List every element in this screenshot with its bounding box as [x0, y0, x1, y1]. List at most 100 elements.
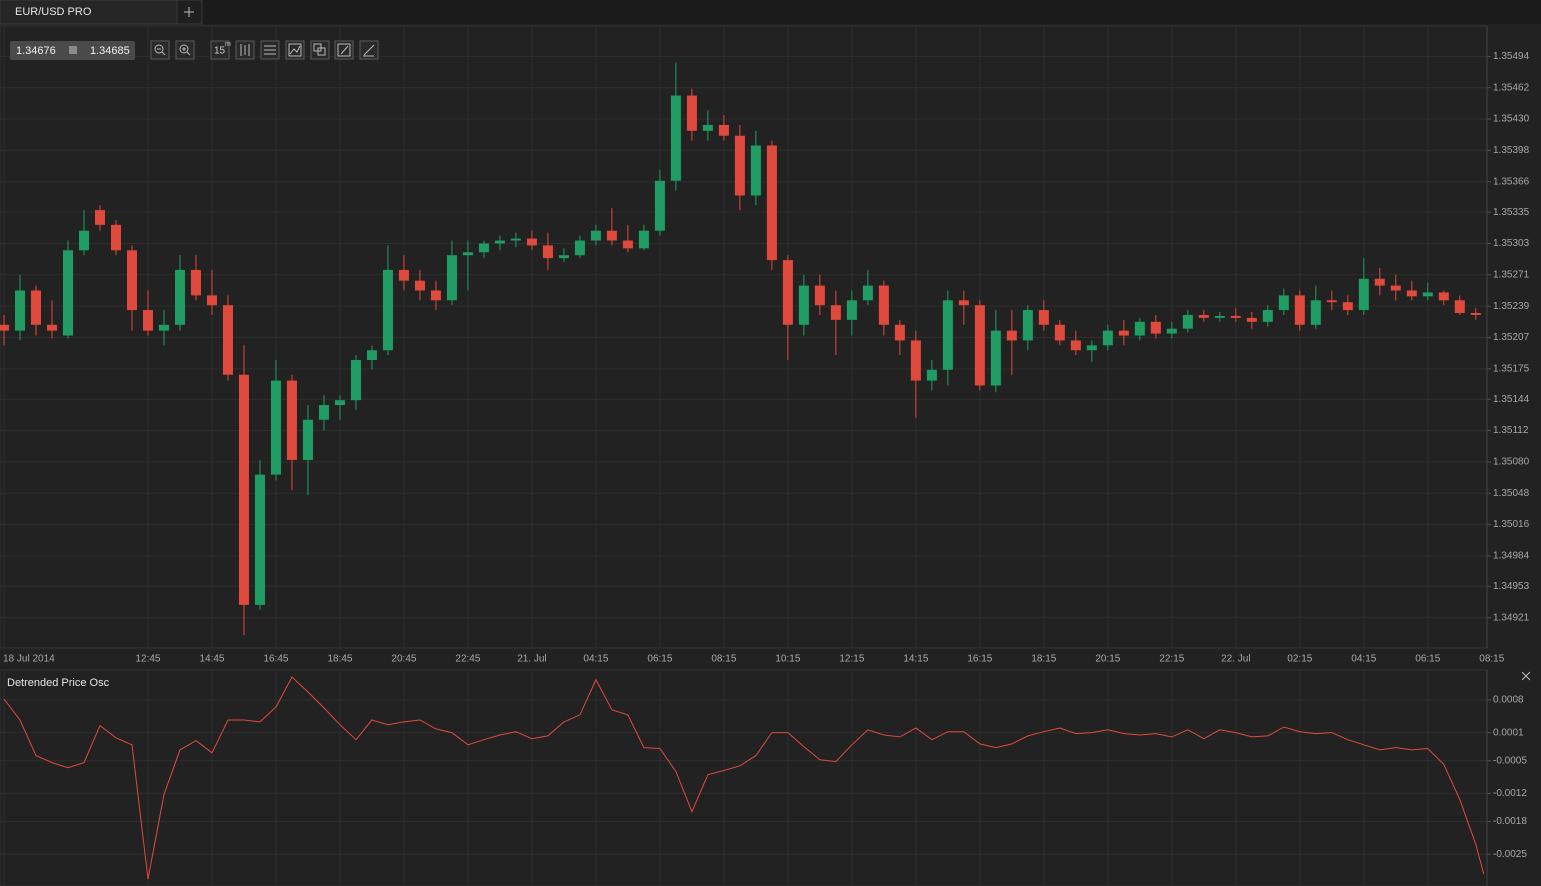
- candle-body: [0, 324, 9, 331]
- candle-body: [1134, 321, 1145, 336]
- draw[interactable]: [334, 40, 354, 60]
- candle-body: [1342, 302, 1353, 311]
- x-tick-label: 20:45: [391, 654, 416, 665]
- candle-body: [398, 269, 409, 281]
- candle-body: [1038, 310, 1049, 325]
- x-tick-label: 14:45: [199, 654, 224, 665]
- candle-body: [654, 180, 665, 231]
- candle-body: [1086, 345, 1097, 351]
- candle-body: [318, 405, 329, 420]
- candle-body: [30, 290, 41, 325]
- candle-body: [1102, 330, 1113, 346]
- y-tick-label: 1.35462: [1493, 82, 1530, 93]
- y-tick-label: 1.35080: [1493, 457, 1530, 468]
- compare[interactable]: [310, 40, 330, 60]
- y-tick-label: 0.0008: [1493, 695, 1524, 706]
- candle-body: [174, 269, 185, 325]
- candle-body: [814, 285, 825, 306]
- y-tick-label: 1.35398: [1493, 145, 1530, 156]
- indicators[interactable]: [285, 40, 305, 60]
- y-tick-label: 1.35366: [1493, 176, 1530, 187]
- candle-body: [670, 95, 681, 181]
- candle-body: [286, 380, 297, 460]
- candle-body: [494, 240, 505, 244]
- candle-body: [622, 240, 633, 249]
- tab[interactable]: EUR/USD PRO: [0, 0, 178, 25]
- candle-body: [1326, 300, 1337, 303]
- timeframe[interactable]: 15 m: [210, 40, 231, 60]
- candle-body: [990, 330, 1001, 386]
- candle-body: [382, 269, 393, 351]
- candle-body: [1262, 310, 1273, 322]
- zoom-in[interactable]: [175, 40, 195, 60]
- y-tick-label: -0.0012: [1493, 788, 1527, 799]
- x-tick-label: 18:45: [327, 654, 352, 665]
- x-tick-label: 08:15: [1479, 654, 1504, 665]
- candle-body: [414, 280, 425, 291]
- y-tick-label: 0.0001: [1493, 727, 1524, 738]
- y-tick-label: 1.34984: [1493, 551, 1530, 562]
- osc-line: [3, 676, 1485, 880]
- candle-body: [878, 285, 889, 325]
- candle-body: [1070, 340, 1081, 351]
- candle-body: [78, 230, 89, 251]
- candle-body: [846, 300, 857, 320]
- candle-body: [126, 250, 137, 311]
- y-tick-label: 1.35016: [1493, 519, 1530, 530]
- add-tab[interactable]: [176, 0, 203, 25]
- candle-body: [1294, 295, 1305, 325]
- y-tick-label: -0.0018: [1493, 816, 1527, 827]
- tab-label: EUR/USD PRO: [15, 6, 92, 18]
- y-tick-label: 1.35303: [1493, 238, 1530, 249]
- bid-ask[interactable]: 1.34676 1.34685: [10, 41, 135, 60]
- x-tick-label: 06:15: [647, 654, 672, 665]
- candle-body: [462, 252, 473, 256]
- candle-body: [1198, 314, 1209, 318]
- candle-body: [926, 369, 937, 381]
- x-tick-label: 22:15: [1159, 654, 1184, 665]
- candle-body: [526, 238, 537, 246]
- candle-body: [558, 255, 569, 259]
- y-tick-label: 1.35112: [1493, 425, 1529, 436]
- x-tick-label: 08:15: [711, 654, 736, 665]
- plot-layer: 18 Jul 2014 12:45 14:45 16:45 18:45 20:45 22:4…: [0, 26, 1530, 886]
- candle-body: [638, 230, 649, 249]
- close-osc[interactable]: [1521, 671, 1531, 681]
- candle-body: [62, 250, 73, 336]
- candle-body: [238, 374, 249, 605]
- candle-body: [478, 243, 489, 253]
- candle-body: [1406, 290, 1417, 297]
- candle-body: [894, 324, 905, 341]
- candle-body: [958, 300, 969, 306]
- x-tick-label: 20:15: [1095, 654, 1120, 665]
- candle-body: [766, 145, 777, 261]
- candle-body: [1374, 278, 1385, 286]
- x-tick-label: 18:15: [1031, 654, 1056, 665]
- candle-body: [782, 260, 793, 325]
- candle-body: [302, 419, 313, 460]
- x-tick-label: 16:45: [263, 654, 288, 665]
- candle-body: [734, 135, 745, 196]
- candle-body: [942, 300, 953, 370]
- candle-body: [1182, 314, 1193, 329]
- candle-body: [350, 360, 361, 401]
- y-tick-label: 1.35335: [1493, 207, 1530, 218]
- timeframe-unit: m: [225, 41, 231, 48]
- candle-body: [590, 230, 601, 241]
- zoom-out[interactable]: [150, 40, 170, 60]
- candle-body: [1422, 292, 1433, 297]
- candle-body: [1214, 315, 1225, 318]
- candle-body: [1470, 313, 1481, 315]
- pencil[interactable]: [359, 40, 379, 60]
- candle-body: [1118, 330, 1129, 336]
- candle-body: [110, 224, 121, 251]
- x-tick-label: 10:15: [775, 654, 800, 665]
- candle-body: [1230, 315, 1241, 318]
- candle-body: [430, 290, 441, 301]
- candle-body: [206, 295, 217, 306]
- candle-body: [830, 305, 841, 320]
- settings[interactable]: [260, 40, 280, 60]
- chart-type[interactable]: [235, 40, 255, 60]
- candle-body: [718, 124, 729, 136]
